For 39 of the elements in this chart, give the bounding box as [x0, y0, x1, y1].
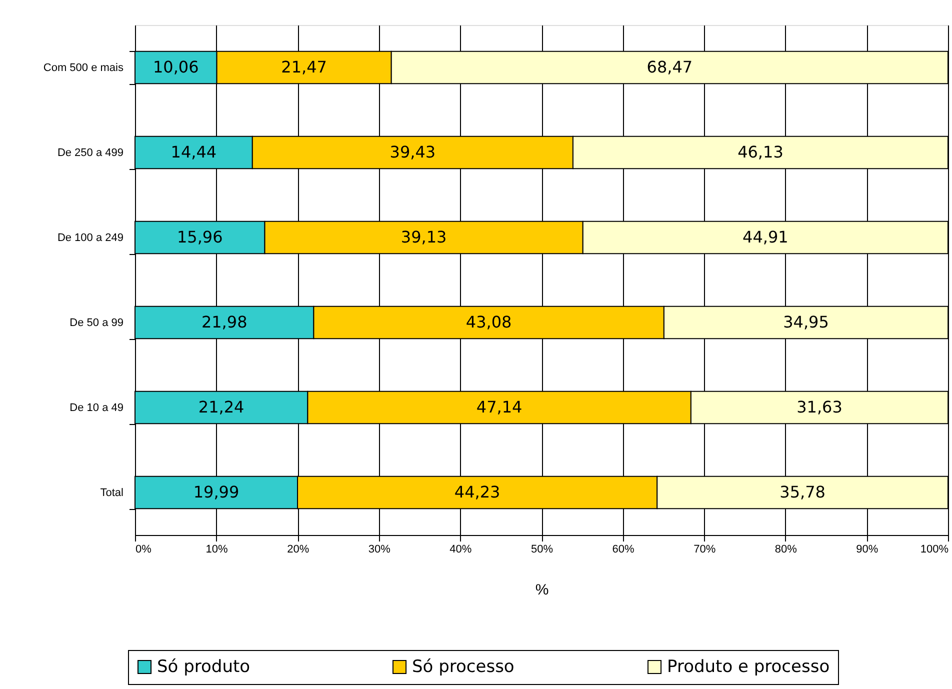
data-label: 10,06 — [152, 58, 199, 76]
y-tick-label: De 100 a 249 — [57, 232, 124, 244]
legend-label: Só processo — [412, 656, 514, 677]
data-label: 34,95 — [783, 312, 829, 332]
y-tick-label: Com 500 e mais — [43, 62, 124, 74]
data-label: 44,23 — [454, 482, 500, 502]
x-tick-label: 0% — [136, 544, 152, 556]
data-label: 19,99 — [193, 482, 240, 502]
data-label: 47,14 — [476, 398, 522, 416]
y-tick-label: De 250 a 499 — [57, 147, 124, 159]
data-label: 31,63 — [796, 398, 842, 416]
data-label: 39,13 — [400, 228, 447, 246]
data-label: 68,47 — [646, 58, 693, 76]
x-tick-label: 100% — [920, 544, 949, 556]
legend-label: Só produto — [157, 656, 250, 677]
data-label: 15,96 — [176, 228, 223, 246]
data-label: 35,78 — [780, 482, 826, 502]
data-label: 21,47 — [281, 58, 327, 76]
data-label: 43,08 — [466, 312, 512, 332]
data-label: 44,91 — [742, 228, 788, 246]
x-tick-label: 50% — [530, 544, 554, 556]
x-tick-label: 10% — [206, 544, 228, 556]
x-tick-label: 30% — [368, 544, 391, 556]
data-label: 46,13 — [738, 142, 784, 162]
x-tick-label: 90% — [856, 544, 878, 556]
x-tick-label: 40% — [450, 544, 472, 556]
x-tick-label: 60% — [612, 544, 635, 556]
legend-label: Produto e processo — [667, 656, 830, 677]
x-tick-label: 70% — [694, 544, 716, 556]
y-tick-label: Total — [100, 487, 124, 499]
data-label: 39,43 — [390, 142, 436, 162]
y-tick-label: De 50 a 99 — [70, 317, 124, 329]
x-tick-label: 80% — [774, 544, 798, 556]
data-label: 14,44 — [170, 142, 217, 162]
x-tick-label: 20% — [287, 544, 310, 556]
y-tick-label: De 10 a 49 — [70, 402, 124, 414]
x-axis-title: % — [535, 582, 549, 598]
data-label: 21,98 — [201, 312, 248, 332]
data-label: 21,24 — [198, 398, 244, 416]
